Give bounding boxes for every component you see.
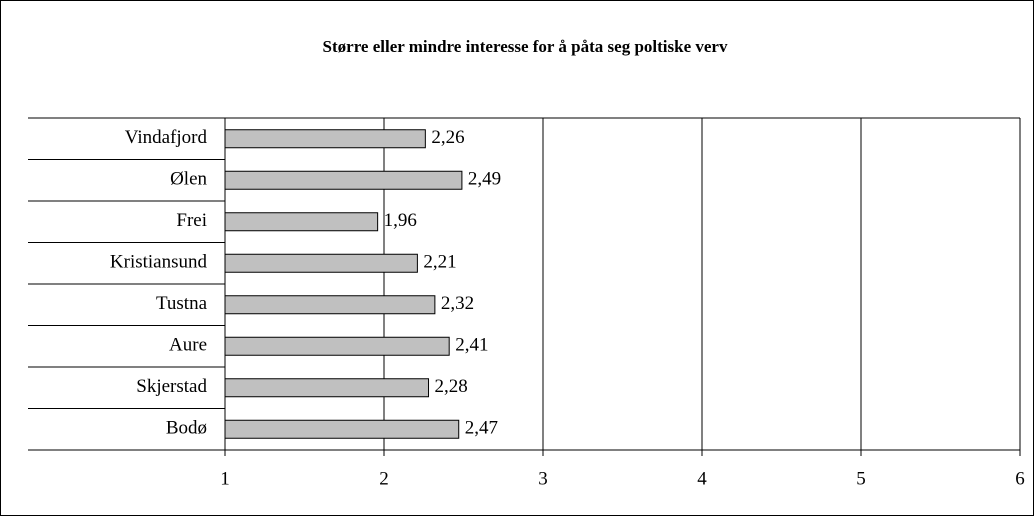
bar <box>224 378 430 398</box>
bar <box>224 336 450 356</box>
value-label: 2,32 <box>441 293 474 314</box>
value-label: 2,26 <box>431 127 464 148</box>
x-tick-label: 1 <box>220 468 230 489</box>
bar <box>224 170 463 190</box>
bar <box>224 295 436 315</box>
y-tick-label: Vindafjord <box>125 127 208 148</box>
value-label: 2,21 <box>423 252 456 273</box>
x-tick-label: 4 <box>697 468 707 489</box>
x-tick-label: 2 <box>379 468 389 489</box>
value-label: 2,28 <box>435 376 468 397</box>
bar <box>224 129 426 149</box>
y-tick-label: Kristiansund <box>110 252 208 273</box>
value-label: 2,47 <box>465 418 498 439</box>
value-label: 2,49 <box>468 169 501 190</box>
y-tick-label: Tustna <box>156 293 208 314</box>
bar <box>224 419 460 439</box>
value-label: 2,41 <box>455 335 488 356</box>
chart-title: Større eller mindre interesse for å påta… <box>323 37 728 56</box>
y-tick-label: Bodø <box>166 418 207 439</box>
y-tick-label: Frei <box>176 210 207 231</box>
bar <box>224 212 379 232</box>
y-tick-label: Skjerstad <box>136 376 207 397</box>
value-label: 1,96 <box>384 210 417 231</box>
y-tick-label: Aure <box>169 335 207 356</box>
x-tick-label: 3 <box>538 468 548 489</box>
x-tick-label: 5 <box>856 468 866 489</box>
y-tick-label: Ølen <box>170 169 207 190</box>
bar <box>224 253 418 273</box>
x-tick-label: 6 <box>1015 468 1025 489</box>
